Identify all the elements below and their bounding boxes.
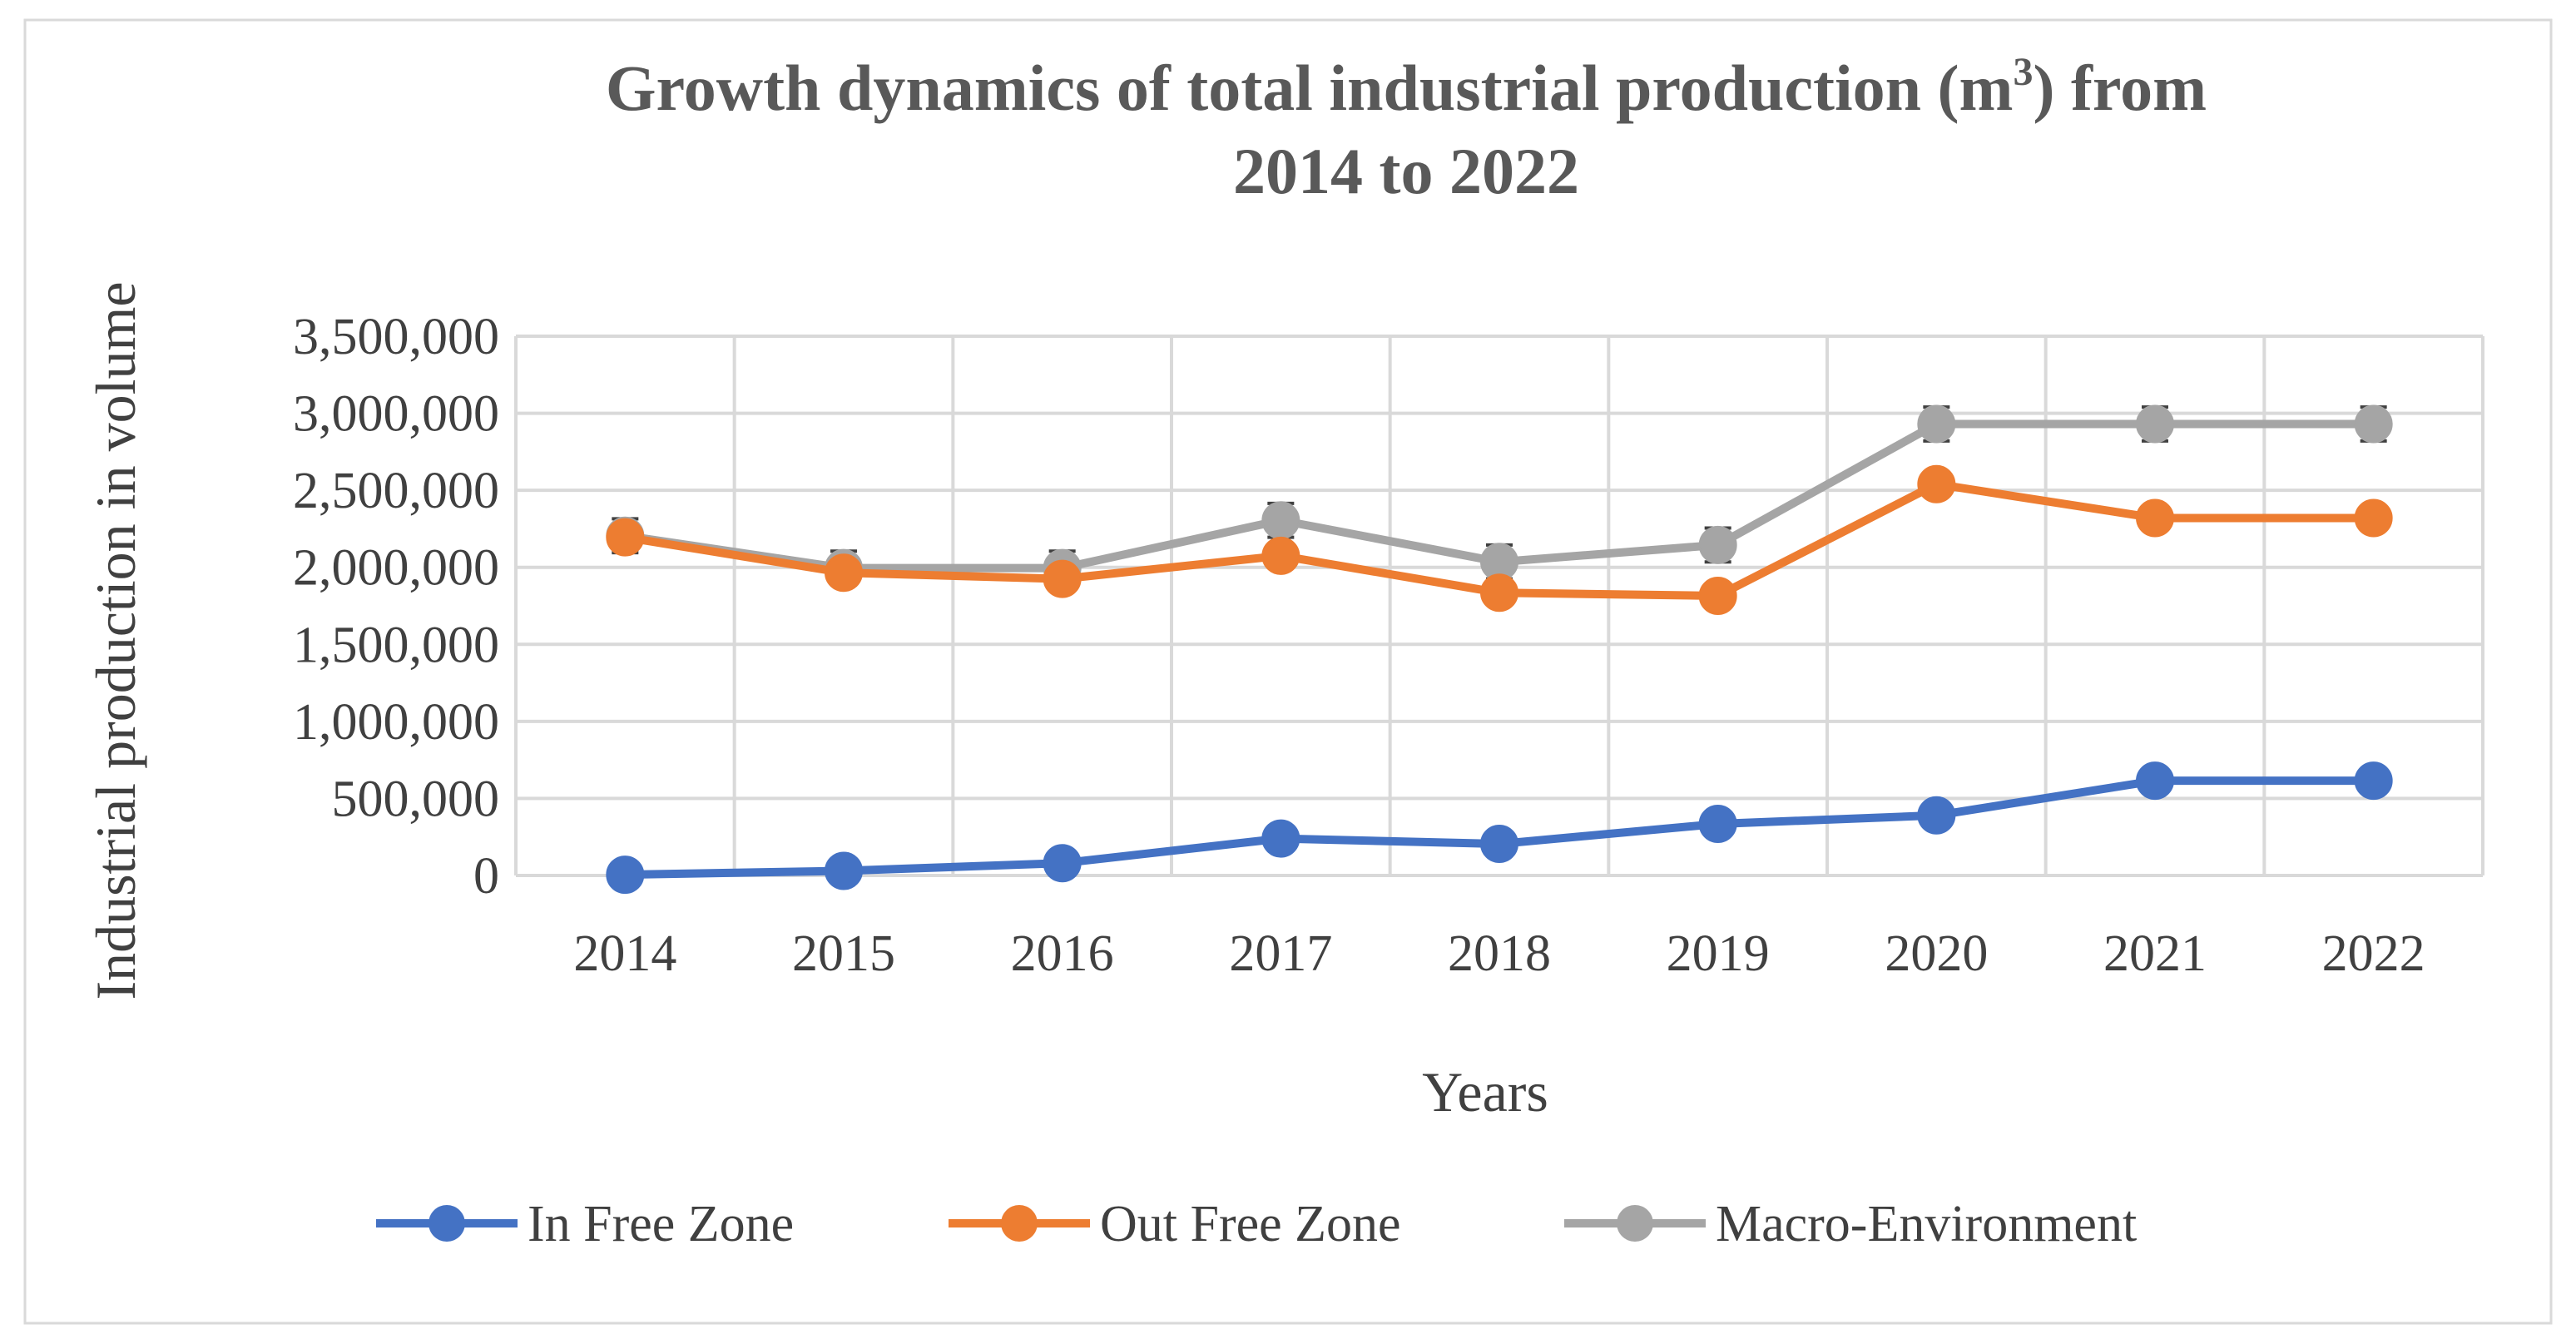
y-axis-label: Industrial production in volume	[84, 281, 147, 999]
y-tick-label: 2,500,000	[293, 463, 499, 519]
y-axis-ticks: 0 500,000 1,000,000 1,500,000 2,000,000 2,500…	[293, 309, 499, 905]
legend-label: Macro-Environment	[1716, 1196, 2137, 1252]
data-point	[1480, 573, 1518, 612]
y-tick-label: 3,500,000	[293, 309, 499, 365]
data-point	[1261, 536, 1300, 575]
legend-item: In Free Zone	[376, 1196, 794, 1252]
legend-label: Out Free Zone	[1100, 1196, 1401, 1252]
series-layer	[606, 404, 2393, 895]
x-axis-ticks: 2014 2015 2016 2017 2018 2019 2020 2021 2022	[573, 925, 2425, 982]
legend-marker	[1001, 1205, 1038, 1242]
data-point	[606, 855, 645, 895]
data-point	[1480, 825, 1518, 864]
x-tick-label: 2016	[1011, 925, 1114, 982]
x-tick-label: 2020	[1885, 925, 1988, 982]
data-point	[1698, 576, 1737, 615]
chart-border	[23, 18, 2553, 1325]
x-tick-label: 2015	[792, 925, 895, 982]
y-tick-label: 2,000,000	[293, 540, 499, 597]
chart-title: Growth dynamics of total industrial prod…	[606, 50, 2207, 124]
chart-title-superscript: 3	[2013, 50, 2033, 94]
data-point	[1917, 464, 1956, 503]
data-point	[825, 851, 863, 890]
data-point	[825, 553, 863, 593]
legend-item: Macro-Environment	[1564, 1196, 2137, 1252]
legend-marker	[1617, 1205, 1653, 1242]
legend-label: In Free Zone	[528, 1196, 794, 1252]
data-point	[1698, 804, 1737, 843]
data-point	[1261, 501, 1300, 540]
x-tick-label: 2018	[1448, 925, 1551, 982]
y-tick-label: 500,000	[332, 771, 500, 827]
data-point	[2354, 498, 2393, 538]
x-tick-label: 2019	[1667, 925, 1770, 982]
data-point	[2354, 404, 2393, 444]
legend-item: Out Free Zone	[949, 1196, 1401, 1252]
x-tick-label: 2017	[1229, 925, 1332, 982]
data-point	[1917, 404, 1956, 444]
series-in-free-zone	[606, 761, 2393, 895]
chart-title-part2: ) from	[2033, 52, 2207, 124]
y-tick-label: 3,000,000	[293, 386, 499, 443]
y-tick-label: 1,500,000	[293, 617, 499, 673]
data-point	[606, 518, 645, 557]
x-axis-label: Years	[1422, 1060, 1548, 1123]
x-tick-label: 2021	[2103, 925, 2207, 982]
y-tick-label: 1,000,000	[293, 694, 499, 751]
data-point	[2354, 761, 2393, 801]
chart-title-line2: 2014 to 2022	[1233, 135, 1579, 207]
data-point	[1043, 559, 1082, 598]
data-point	[1698, 525, 1737, 564]
x-tick-label: 2014	[573, 925, 676, 982]
chart-title-part1: Growth dynamics of total industrial prod…	[606, 52, 2014, 124]
series-out-free-zone	[606, 464, 2393, 615]
data-point	[1043, 844, 1082, 883]
data-point	[2136, 761, 2174, 801]
legend-marker	[429, 1205, 465, 1242]
data-point	[1917, 796, 1956, 835]
legend: In Free Zone Out Free Zone Macro-Environme…	[376, 1196, 2137, 1252]
data-point	[2136, 404, 2174, 444]
data-point	[1261, 819, 1300, 858]
y-tick-label: 0	[473, 848, 499, 905]
x-tick-label: 2022	[2322, 925, 2425, 982]
data-point	[2136, 498, 2174, 538]
